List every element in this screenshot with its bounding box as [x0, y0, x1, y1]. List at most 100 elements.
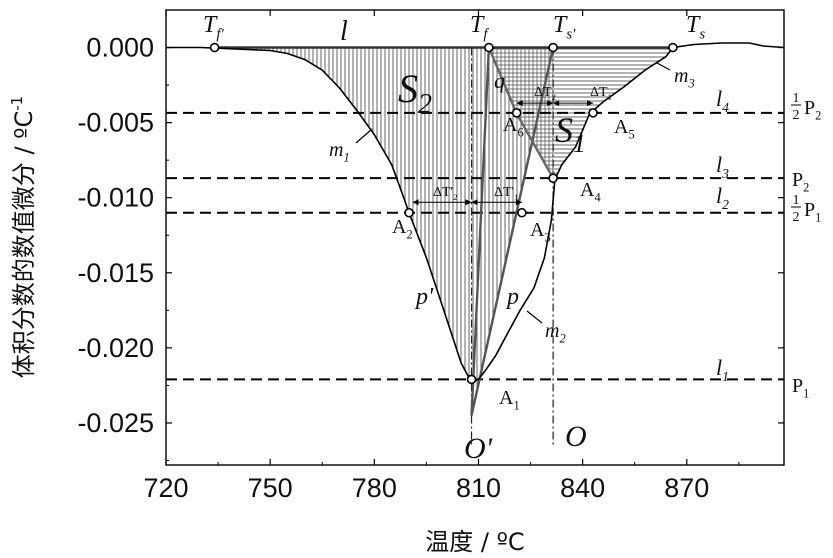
label-s1-main: S [555, 110, 573, 150]
point-t_s [669, 44, 677, 52]
label-dt1-small-main: ΔT [590, 85, 608, 100]
x-tick-label: 810 [456, 473, 501, 503]
label-half-p2-den: 2 [793, 108, 800, 123]
annotations: 720 750 780 810 840 870 0.000 -0.005 -0.010 -0.01… [8, 12, 821, 556]
label-dt1-large-main: ΔT' [494, 185, 514, 200]
point-t_f-prime [211, 44, 219, 52]
label-p1-sub: 1 [803, 387, 809, 401]
label-dt2-small-main: ΔT [534, 85, 552, 100]
label-q-main: q [494, 68, 505, 93]
label-a2-main: A [392, 216, 407, 238]
y-tick-label: -0.020 [77, 333, 154, 363]
y-axis-title: 体积分数的数值微分 / ºC-1 [8, 96, 38, 378]
label-half-p2-sub: 2 [815, 109, 821, 123]
label-a4-sub: 4 [594, 191, 600, 205]
label-dt1-small-sub: 1 [608, 92, 612, 102]
y-tick-label: -0.010 [77, 183, 154, 213]
s2-region [215, 48, 554, 416]
y-tick-label: 0.000 [86, 33, 154, 63]
label-a1-sub: 1 [513, 399, 519, 413]
label-dt2-small-sub: 2 [552, 92, 556, 102]
label-a1-main: A [499, 387, 514, 409]
label-half-p2-main: P [804, 97, 815, 119]
label-l2: l2 [716, 183, 729, 212]
label-tf-prime-sub: f' [216, 27, 224, 43]
label-a2: A2 [392, 216, 413, 242]
label-dt2-large-sub: 2 [453, 192, 457, 202]
label-p2-main: P [792, 169, 803, 191]
x-tick-label: 750 [248, 473, 293, 503]
label-tf-sub: f [483, 27, 489, 43]
label-m1-main: m [329, 139, 343, 161]
label-m3-main: m [674, 65, 688, 87]
point-t_f [485, 44, 493, 52]
pointer-m3 [657, 63, 670, 70]
label-a1: A1 [499, 387, 520, 413]
x-axis-title: 温度 / ºC [425, 528, 524, 556]
label-p-main: p [505, 284, 519, 310]
label-m3: m3 [674, 65, 695, 91]
label-half-p1: P1 [804, 199, 821, 225]
y-tick-label: -0.015 [77, 258, 154, 288]
label-a5-main: A [614, 116, 629, 138]
label-ts-sub: s [699, 27, 705, 43]
pointer-m2 [527, 311, 542, 323]
label-half-p1-num: 1 [793, 193, 800, 208]
label-l2-sub: 2 [722, 197, 729, 212]
y-axis-title-superscript: -1 [8, 96, 26, 111]
label-p: p [505, 284, 519, 310]
label-p2: P2 [792, 169, 809, 195]
label-o-prime-main: O' [464, 432, 493, 465]
label-a4: A4 [580, 179, 601, 205]
label-l1-sub: 1 [722, 369, 729, 384]
label-p1-main: P [792, 375, 803, 397]
label-tf-prime: Tf' [203, 12, 224, 43]
label-p1: P1 [792, 375, 809, 401]
label-s2-sub: 2 [418, 89, 432, 120]
label-half-p2-num: 1 [793, 91, 800, 106]
point-t_s-prime [549, 44, 557, 52]
label-o: O [565, 420, 587, 453]
label-a3-main: A [530, 219, 545, 241]
y-tick-label: -0.005 [77, 108, 154, 138]
label-m2-sub: 2 [559, 332, 565, 346]
label-half-p1-main: P [804, 199, 815, 221]
x-tick-label: 870 [664, 473, 709, 503]
point-a3 [518, 209, 526, 217]
point-a1 [468, 375, 476, 383]
x-tick-label: 720 [143, 473, 188, 503]
label-q: q [494, 68, 505, 93]
shaded-regions [215, 48, 673, 416]
label-l1: l1 [716, 355, 729, 384]
label-tf: Tf [470, 12, 489, 43]
label-m2: m2 [545, 320, 566, 346]
x-tick-label: 780 [352, 473, 397, 503]
point-a4 [549, 174, 557, 182]
label-ts-prime-sub: s' [566, 27, 576, 43]
label-a2-sub: 2 [406, 228, 412, 242]
label-p-prime: p' [414, 284, 434, 310]
label-dt2-large-main: ΔT' [433, 185, 453, 200]
label-l3-sub: 3 [721, 166, 729, 181]
label-a3: A3 [530, 219, 551, 245]
label-l4: l4 [716, 86, 729, 115]
label-half-p1-sub: 1 [815, 211, 821, 225]
label-ts-prime: Ts' [553, 12, 576, 43]
label-a5-sub: 5 [628, 128, 634, 142]
label-s2-main: S [398, 66, 418, 111]
label-p2-sub: 2 [803, 181, 809, 195]
label-l-main: l [340, 16, 348, 47]
label-l: l [340, 16, 348, 47]
x-tick-label: 840 [560, 473, 605, 503]
y-tick-label: -0.025 [77, 408, 154, 438]
label-l4-sub: 4 [722, 100, 729, 115]
label-o-prime: O' [464, 432, 493, 465]
label-half-p1-den: 2 [793, 210, 800, 225]
label-p-prime-main: p' [414, 284, 434, 310]
label-m1: m1 [329, 139, 350, 165]
label-ts: Ts [686, 12, 705, 43]
label-a6-main: A [503, 114, 518, 136]
label-a4-main: A [580, 179, 595, 201]
label-a5: A5 [614, 116, 635, 142]
